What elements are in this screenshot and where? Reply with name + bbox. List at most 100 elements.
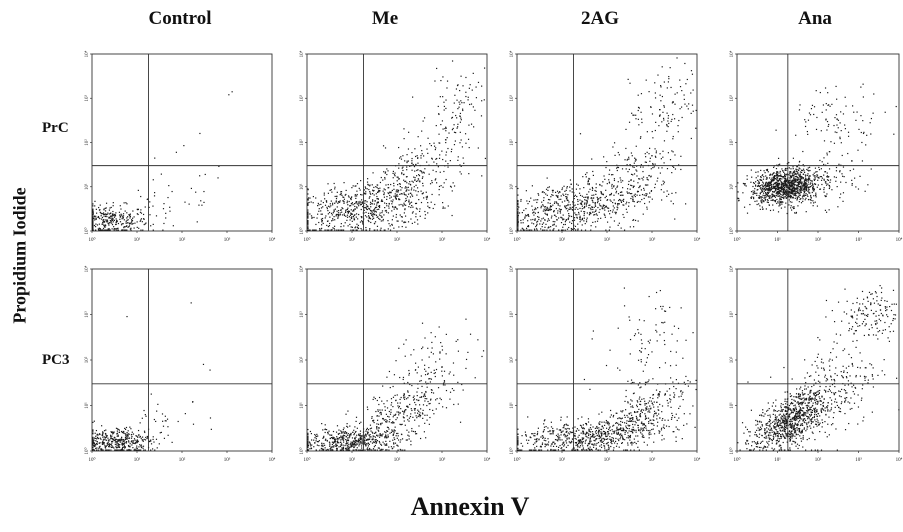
data-point	[797, 188, 799, 190]
data-point	[785, 185, 787, 187]
data-point	[552, 229, 554, 231]
data-point	[616, 166, 619, 168]
data-point	[795, 134, 797, 136]
data-point	[772, 191, 774, 193]
data-point	[146, 198, 148, 201]
data-point	[352, 445, 354, 447]
data-point	[816, 186, 818, 188]
data-point	[792, 183, 794, 185]
data-point	[571, 228, 574, 230]
data-point	[825, 102, 827, 105]
data-point	[454, 94, 456, 96]
data-point	[775, 167, 778, 170]
data-point	[785, 179, 787, 181]
data-point	[807, 174, 809, 177]
y-tick-label: 10²	[299, 139, 305, 146]
data-point	[406, 166, 408, 168]
data-point	[786, 167, 788, 170]
data-point	[592, 200, 594, 202]
data-point	[93, 437, 96, 439]
data-point	[356, 447, 358, 449]
data-point	[770, 199, 772, 201]
data-point	[448, 132, 450, 134]
data-point	[765, 196, 767, 198]
data-point	[760, 196, 762, 198]
data-point	[442, 406, 444, 408]
y-tick-label: 10⁰	[299, 227, 305, 234]
data-point	[462, 108, 464, 110]
data-point	[363, 209, 365, 211]
data-point	[553, 210, 555, 212]
data-point	[324, 217, 326, 219]
data-point	[398, 414, 400, 416]
data-point	[326, 206, 328, 208]
data-point	[107, 228, 109, 230]
data-point	[111, 218, 113, 220]
data-point	[409, 181, 411, 183]
data-point	[409, 383, 411, 386]
data-point	[321, 442, 323, 444]
data-point	[165, 212, 167, 214]
data-point	[690, 112, 692, 114]
data-point	[143, 218, 145, 220]
data-point	[152, 436, 154, 438]
data-point	[784, 167, 787, 170]
data-point	[399, 441, 401, 443]
data-point	[325, 429, 328, 431]
data-point	[110, 217, 112, 219]
data-point	[130, 229, 132, 231]
data-point	[347, 211, 350, 214]
data-point	[599, 183, 601, 186]
data-point	[127, 222, 129, 224]
data-point	[354, 439, 356, 441]
data-point	[424, 422, 426, 424]
data-point	[316, 433, 318, 435]
data-point	[104, 437, 106, 439]
data-point	[393, 429, 395, 431]
data-point	[324, 447, 326, 449]
data-point	[92, 436, 94, 438]
data-point	[767, 183, 769, 185]
data-point	[385, 449, 387, 451]
data-point	[431, 180, 433, 182]
data-point	[118, 429, 120, 431]
data-point	[765, 192, 767, 194]
data-point	[783, 171, 785, 173]
data-point	[350, 205, 352, 207]
data-point	[359, 430, 362, 432]
data-point	[869, 122, 871, 124]
data-point	[394, 172, 396, 174]
data-point	[586, 196, 588, 198]
data-point	[354, 437, 356, 440]
data-point	[385, 211, 388, 213]
data-point	[346, 439, 349, 441]
data-point	[870, 168, 872, 170]
data-point	[406, 169, 408, 171]
scatter-points	[307, 318, 485, 451]
data-point	[392, 421, 394, 423]
data-point	[800, 197, 802, 200]
data-point	[422, 120, 424, 122]
data-point	[632, 219, 634, 221]
data-point	[829, 181, 831, 183]
data-point	[99, 446, 101, 448]
data-point	[628, 205, 630, 207]
data-point	[422, 185, 424, 187]
data-point	[826, 129, 828, 131]
data-point	[403, 393, 405, 396]
data-point	[421, 412, 424, 414]
data-point	[405, 190, 408, 192]
data-point	[119, 441, 121, 443]
data-point	[336, 229, 338, 231]
data-point	[744, 183, 746, 185]
data-point	[744, 184, 746, 186]
data-point	[356, 195, 358, 197]
data-point	[392, 422, 394, 424]
x-tick-label: 10²	[815, 237, 822, 243]
data-point	[808, 170, 810, 172]
data-point	[539, 223, 541, 225]
data-point	[346, 447, 348, 449]
data-point	[569, 190, 571, 192]
data-point	[426, 148, 428, 150]
data-point	[142, 447, 144, 449]
